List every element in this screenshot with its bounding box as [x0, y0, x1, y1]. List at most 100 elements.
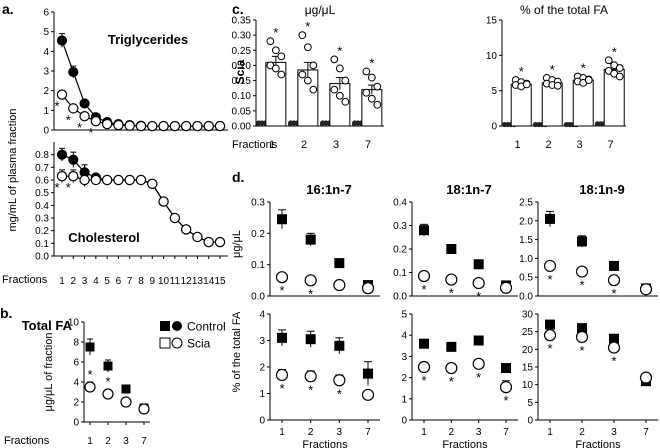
- a_bottom-xtick-label: 10: [158, 276, 170, 287]
- d_18n7_top-point-scia: [499, 281, 513, 294]
- d_18n9_bottom-xtick-label: 7: [643, 427, 649, 438]
- b-xtick-label: 1: [87, 436, 93, 447]
- d_18n7_bottom-ytick-label: 0: [401, 416, 407, 427]
- a_bottom-point-control: [56, 149, 68, 160]
- d_18n7_bottom-xtick-label: 2: [449, 427, 455, 438]
- a_bottom-xtick-label: 11: [170, 276, 181, 287]
- d_18n7_bottom-significance-mark: *: [421, 373, 426, 388]
- d_18n9_bottom-ytick-label: 0: [527, 416, 533, 427]
- d_18n7_top-significance-mark: *: [476, 289, 481, 304]
- d_18n7_bottom-point-scia: [445, 361, 458, 375]
- d_18n9_bottom-point-control: [577, 323, 587, 334]
- a_bottom-xtick-label: 8: [138, 276, 144, 287]
- c_right-ytick-label: 5: [491, 86, 497, 97]
- a_bottom-point-scia: [180, 224, 192, 235]
- a_top-ytick-label: 5: [43, 27, 49, 38]
- d_16_bottom-xtick-label: 7: [365, 427, 371, 438]
- a_top-ytick-label: 3: [43, 67, 49, 78]
- d_16_bottom-xlabel: Fractions: [302, 439, 348, 448]
- c_left-point-scia: [330, 55, 339, 64]
- b-legend-swatch-scia: [159, 337, 171, 349]
- b-fractions-label: Fractions: [4, 435, 50, 447]
- a_top-significance-mark: *: [88, 125, 93, 140]
- a_bottom-point-scia: [113, 174, 124, 186]
- a_bottom-ytick-label: 0.0: [35, 252, 49, 263]
- c_right-point-scia: [615, 72, 624, 81]
- c_left-significance-mark: *: [337, 43, 342, 58]
- c_right-xtick-label: 2: [545, 139, 551, 151]
- c_left-point-scia: [266, 37, 275, 46]
- d_18n7_bottom-xtick-label: 3: [476, 427, 482, 438]
- d_18n9_top-significance-mark: *: [579, 278, 584, 293]
- a_top-ytick-label: 6: [43, 8, 49, 19]
- c_right-ytick-label: 0: [491, 122, 497, 133]
- a_bottom-ytick-label: 0.6: [35, 176, 49, 187]
- c_left-ytick-label: 0.20: [232, 61, 252, 72]
- d_18n9_top-point-scia: [607, 274, 621, 287]
- d-ylabel-top: μg/μL: [231, 230, 243, 258]
- a_top-ytick-label: 0: [43, 126, 49, 137]
- b-point-scia: [102, 388, 114, 400]
- c_right-xtick-label: 7: [607, 139, 613, 151]
- a_top-significance-mark: *: [54, 99, 59, 114]
- c_left-significance-mark: *: [369, 55, 374, 70]
- c_left-point-scia: [367, 94, 376, 103]
- d_16_top-point-control: [277, 214, 287, 225]
- a_top-point-scia: [56, 89, 68, 100]
- a_top-point-scia: [214, 120, 226, 132]
- d_18n7_top-point-scia: [417, 269, 431, 283]
- b-legend-label: Control: [187, 320, 226, 334]
- b-ytick-label: 10: [68, 318, 80, 329]
- b-ytick-label: 2: [73, 398, 79, 409]
- b-legend-swatch-control: [160, 321, 170, 331]
- a_top-point-scia: [79, 111, 90, 122]
- c_right-point-scia: [584, 76, 593, 84]
- b-point-control: [121, 384, 131, 394]
- b-legend-swatch-scia: [171, 337, 183, 349]
- b-legend-label: Scia: [187, 337, 211, 351]
- a-ylabel: mg/mL of plasma fraction: [7, 108, 19, 231]
- a-fractions-label: Fractions: [2, 274, 48, 286]
- d_18n7_top-point-scia: [472, 276, 485, 290]
- c_right-bar-scia: [572, 79, 594, 127]
- c_right-ytick-label: 10: [486, 51, 498, 62]
- c_left-title: μg/μL: [305, 3, 336, 17]
- d_18n9_bottom-point-scia: [543, 329, 557, 342]
- b-xtick-label: 7: [141, 436, 147, 447]
- b-xtick-label: 2: [105, 436, 111, 447]
- d_16_bottom-xtick-label: 3: [337, 427, 343, 438]
- d_18n9_bottom-point-control: [545, 319, 555, 330]
- d_18n7_bottom-significance-mark: *: [503, 393, 508, 408]
- d_18n9_top-ytick-label: 2.5: [519, 198, 533, 209]
- d_18n9_bottom-ytick-label: 5: [527, 398, 533, 409]
- d_18n9_bottom-ytick-label: 20: [522, 345, 534, 356]
- d_16_top-point-scia: [333, 278, 346, 292]
- a_bottom-ytick-label: 0.8: [35, 150, 49, 161]
- d_16_bottom-point-scia: [275, 368, 289, 382]
- a_top-ytick-label: 1: [43, 106, 49, 117]
- d_18n9_bottom-xtick-label: 3: [611, 427, 617, 438]
- c_right-title: % of the total FA: [520, 3, 608, 17]
- a_top-point-scia: [101, 118, 113, 130]
- panel-letter-a: a.: [2, 1, 14, 17]
- d_18n9_top-point-control: [577, 236, 587, 247]
- d_18n9_bottom-point-scia: [607, 341, 621, 354]
- d_18n9_bottom-xtick-label: 2: [579, 427, 585, 438]
- d_16_bottom-point-control: [305, 334, 316, 345]
- a_bottom-ytick-label: 0.7: [35, 163, 49, 174]
- a_bottom-point-scia: [214, 236, 226, 248]
- a_bottom-point-scia: [158, 196, 169, 207]
- a_top-annotation: Triglycerides: [108, 32, 188, 47]
- c_left-ytick-label: 0.30: [232, 31, 252, 42]
- d_16_bottom-point-control: [363, 368, 373, 379]
- c_left-significance-mark: *: [273, 25, 278, 40]
- a_bottom-ytick-label: 0.2: [35, 226, 49, 237]
- c_left-point-scia: [373, 100, 382, 109]
- a_bottom-xtick-label: 4: [93, 276, 99, 287]
- panel-letter-b: b.: [0, 305, 12, 321]
- d_18n7_bottom-point-scia: [499, 381, 513, 394]
- c_left-point-scia: [335, 64, 344, 73]
- d_16_bottom-ytick-label: 3: [259, 336, 265, 347]
- d_16_top-significance-mark: *: [279, 283, 284, 298]
